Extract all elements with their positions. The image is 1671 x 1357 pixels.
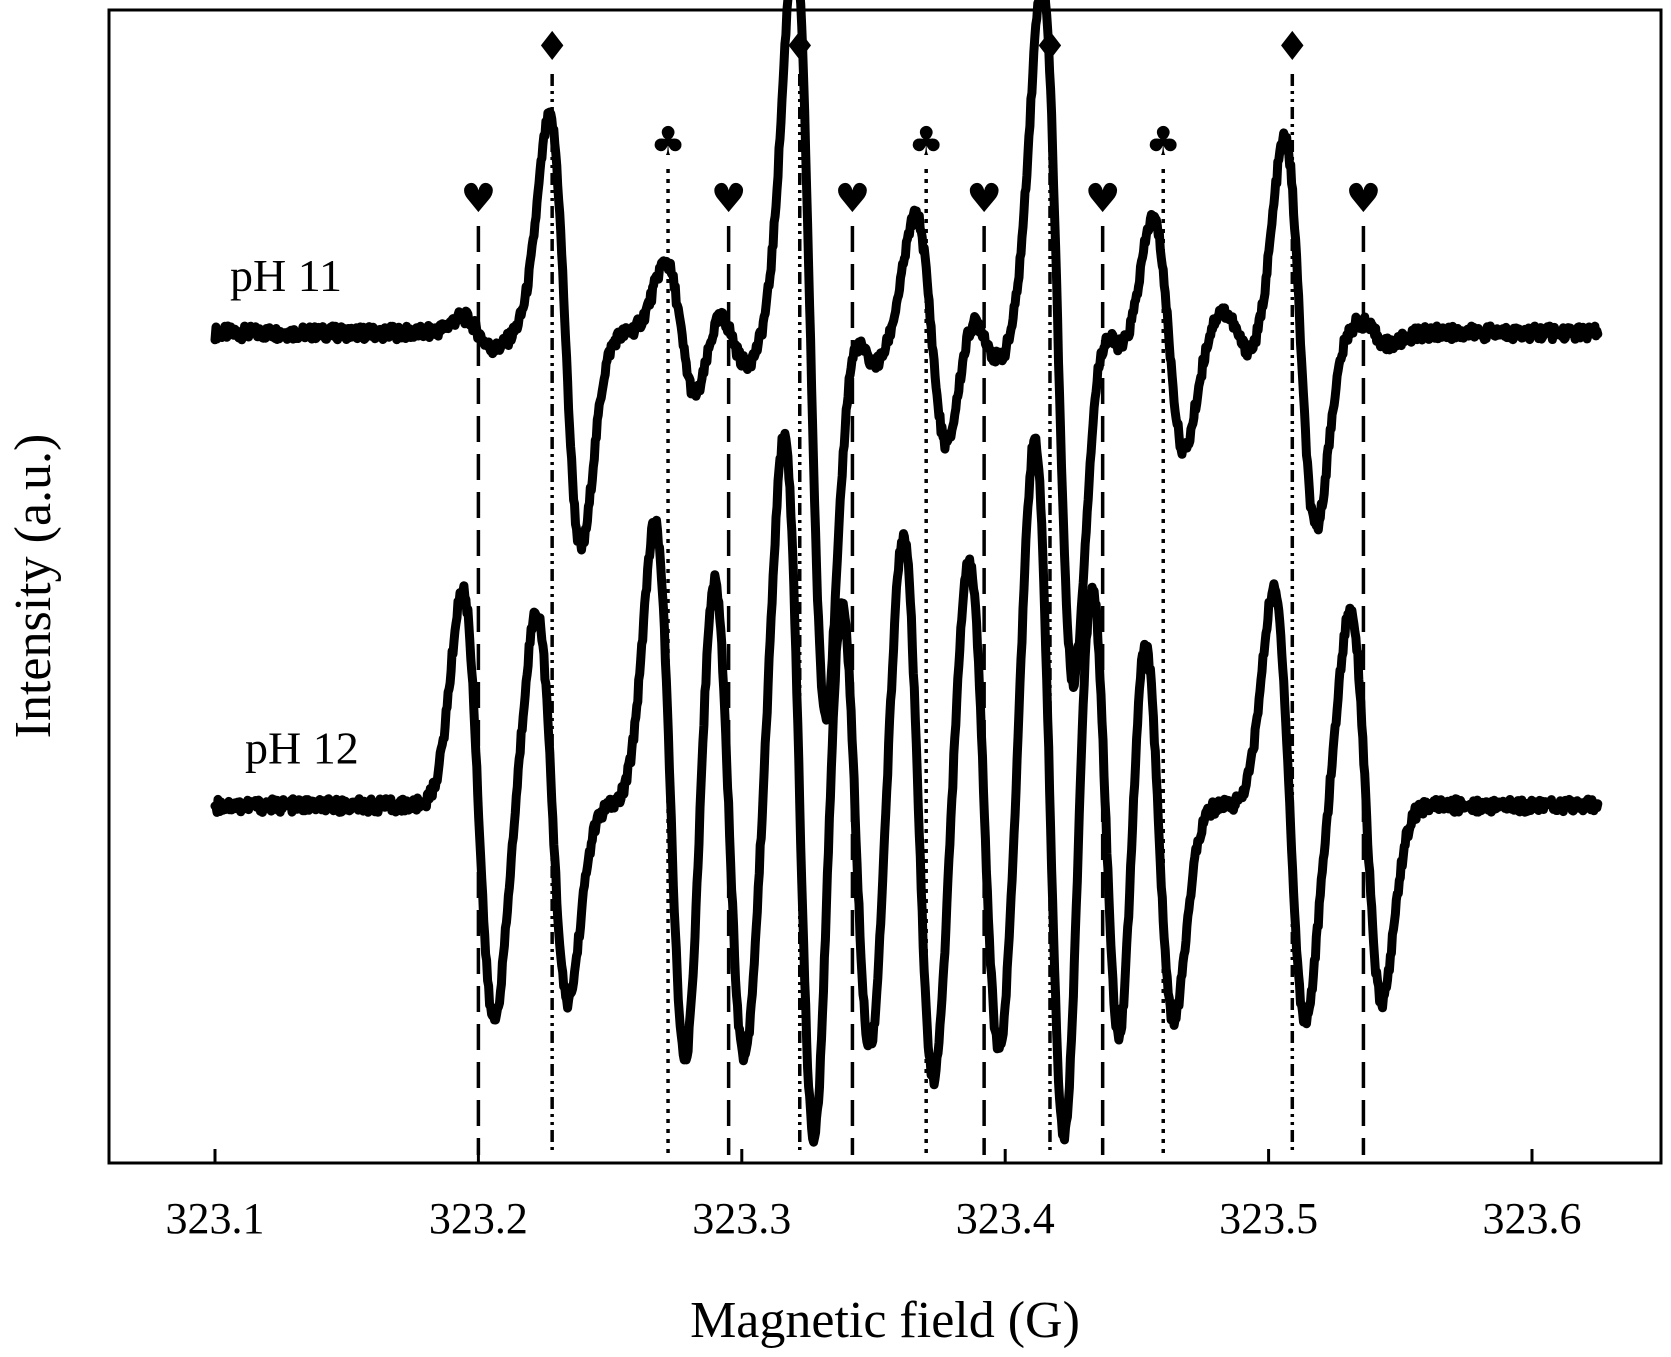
x-tick-label: 323.3: [692, 1194, 791, 1243]
x-tick-label: 323.6: [1483, 1194, 1582, 1243]
x-axis-title: Magnetic field (G): [690, 1292, 1080, 1349]
y-axis-title: Intensity (a.u.): [5, 434, 62, 739]
marker-symbol: ♥: [1345, 176, 1381, 222]
marker-symbol: ♣: [1145, 119, 1181, 165]
spectra: pH 11 pH 12: [210, 0, 1603, 1147]
marker-symbol: ♥: [1085, 176, 1121, 222]
series-label: pH 12: [245, 723, 359, 774]
marker-symbol: ♦: [1274, 24, 1310, 70]
spectrum-line: [210, 0, 1603, 725]
x-tick-label: 323.5: [1219, 1194, 1318, 1243]
marker-symbol: ♦: [534, 24, 570, 70]
marker-symbol: ♥: [460, 176, 496, 222]
x-ticks: 323.1 323.2 323.3 323.4 323.5 323.6: [166, 1149, 1582, 1243]
marker-symbol: ♥: [966, 176, 1002, 222]
series-label: pH 11: [230, 250, 342, 301]
plot-frame: [107, 8, 1663, 1165]
x-tick-label: 323.4: [956, 1194, 1055, 1243]
x-tick-label: 323.2: [429, 1194, 528, 1243]
x-tick-label: 323.1: [166, 1194, 265, 1243]
spectrum-line: [210, 428, 1603, 1147]
marker-symbol: ♣: [650, 119, 686, 165]
marker-symbol: ♥: [834, 176, 870, 222]
marker-symbol: ♥: [711, 176, 747, 222]
marker-symbol: ♣: [908, 119, 944, 165]
